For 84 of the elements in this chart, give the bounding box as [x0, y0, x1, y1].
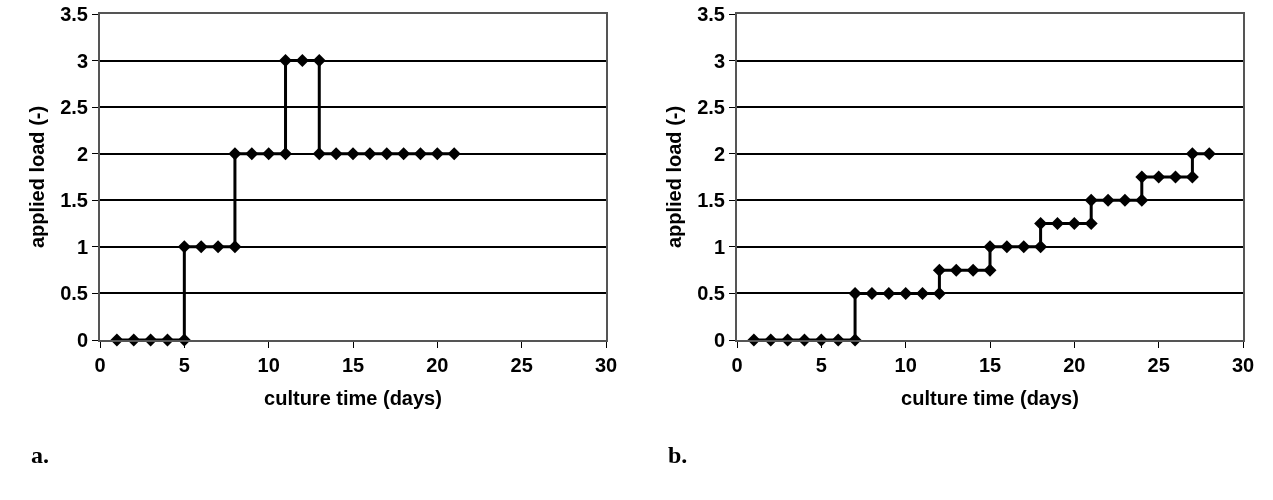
y-tick-label: 3: [713, 49, 725, 72]
point: [1135, 193, 1149, 207]
x-axis-title: culture time (days): [264, 387, 442, 409]
point: [1169, 170, 1183, 184]
y-tick-label: 2.5: [697, 96, 725, 119]
y-tick-label: 1: [76, 235, 88, 258]
point: [380, 147, 394, 161]
point: [1084, 193, 1098, 207]
y-axis-title: applied load (-): [26, 105, 49, 249]
point: [949, 263, 963, 277]
point: [177, 240, 191, 254]
point: [1067, 217, 1081, 231]
point: [1118, 193, 1132, 207]
point: [916, 286, 930, 300]
point: [1000, 240, 1014, 254]
x-tick-label: 25: [510, 354, 533, 376]
point: [932, 286, 946, 300]
y-tick-label: 2: [76, 142, 88, 165]
point: [228, 147, 242, 161]
point: [245, 147, 259, 161]
point: [1135, 170, 1149, 184]
x-tick-label: 15: [978, 354, 1002, 376]
point: [211, 240, 225, 254]
point: [1185, 147, 1199, 161]
point: [1084, 217, 1098, 231]
x-tick-label: 10: [257, 354, 280, 376]
y-tick-label: 0: [713, 329, 725, 351]
y-tick-label: 0: [76, 329, 88, 351]
y-tick-label: 3: [76, 49, 88, 72]
point: [397, 147, 411, 161]
x-tick-label: 15: [341, 354, 365, 376]
point: [312, 147, 326, 161]
y-tick-label: 2: [713, 142, 725, 165]
text: a.: [31, 442, 49, 468]
x-tick-label: 5: [815, 354, 827, 376]
point: [430, 147, 444, 161]
y-tick-label: 1.5: [697, 189, 725, 212]
text: b.: [668, 442, 688, 468]
y-tick-label: 1.5: [60, 189, 88, 212]
x-tick-label: 30: [594, 354, 618, 376]
x-axis-title: culture time (days): [901, 387, 1079, 409]
point: [329, 147, 343, 161]
point: [1202, 147, 1216, 161]
point: [262, 147, 276, 161]
y-tick-label: 3.5: [697, 3, 725, 25]
x-tick-label: 0: [731, 354, 743, 376]
y-tick-label: 3.5: [60, 3, 88, 25]
point: [194, 240, 208, 254]
point: [1152, 170, 1166, 184]
point: [865, 286, 879, 300]
x-tick-label: 25: [1147, 354, 1170, 376]
point: [346, 147, 360, 161]
point: [295, 54, 309, 68]
point: [966, 263, 980, 277]
point: [363, 147, 377, 161]
y-tick-label: 0.5: [697, 282, 725, 305]
point: [882, 286, 896, 300]
point: [1017, 240, 1031, 254]
point: [312, 54, 326, 68]
x-tick-label: 20: [1063, 354, 1086, 376]
point: [228, 240, 242, 254]
point: [983, 263, 997, 277]
y-tick-label: 1: [713, 235, 725, 258]
point: [848, 286, 862, 300]
x-tick-label: 30: [1231, 354, 1255, 376]
point: [932, 263, 946, 277]
y-tick-label: 0.5: [60, 282, 88, 305]
point: [899, 286, 913, 300]
y-axis-title: applied load (-): [663, 105, 686, 249]
point: [279, 54, 293, 68]
y-tick-label: 2.5: [60, 96, 88, 119]
point: [1101, 193, 1115, 207]
point: [413, 147, 427, 161]
x-tick-label: 20: [426, 354, 449, 376]
point: [447, 147, 461, 161]
x-tick-label: 5: [178, 354, 190, 376]
point: [983, 240, 997, 254]
point: [1185, 170, 1199, 184]
point: [1034, 217, 1048, 231]
point: [1050, 217, 1064, 231]
x-tick-label: 0: [94, 354, 106, 376]
point: [1034, 240, 1048, 254]
point: [279, 147, 293, 161]
x-tick-label: 10: [894, 354, 917, 376]
